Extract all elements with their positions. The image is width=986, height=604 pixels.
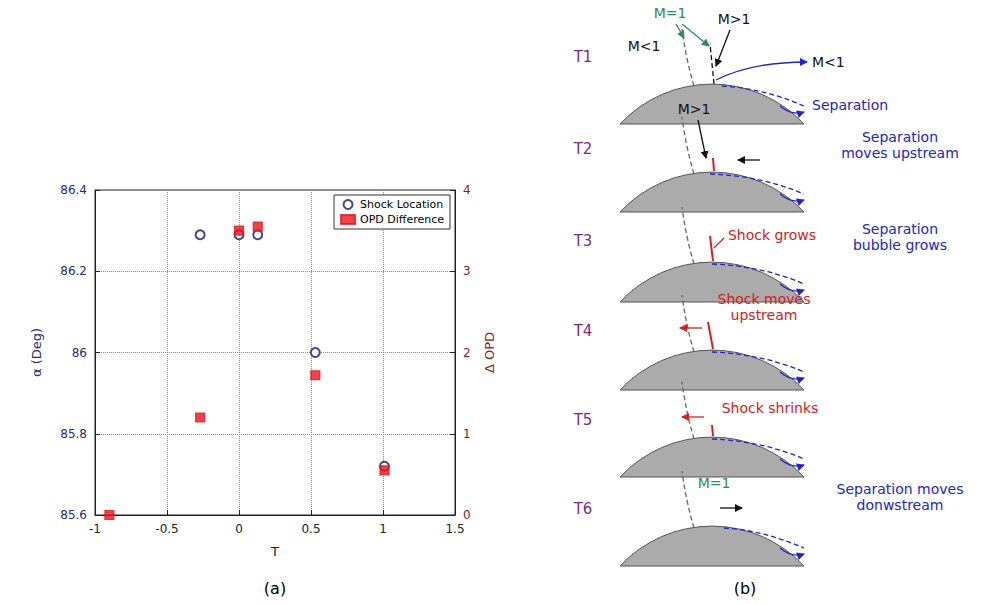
svg-text:M=1: M=1 <box>698 475 731 491</box>
svg-text:T6: T6 <box>573 500 593 518</box>
svg-text:86.2: 86.2 <box>60 264 87 278</box>
svg-text:-1: -1 <box>89 522 101 536</box>
svg-text:Separation: Separation <box>862 221 938 237</box>
svg-text:-0.5: -0.5 <box>155 522 178 536</box>
svg-text:Δ OPD: Δ OPD <box>482 332 497 373</box>
svg-text:M=1: M=1 <box>654 5 687 21</box>
svg-text:Separation moves: Separation moves <box>837 481 964 497</box>
svg-text:upstream: upstream <box>731 307 798 323</box>
svg-text:T: T <box>270 544 279 559</box>
svg-text:0: 0 <box>463 508 471 522</box>
svg-text:85.8: 85.8 <box>60 427 87 441</box>
svg-text:3: 3 <box>463 264 471 278</box>
svg-text:Separation: Separation <box>862 129 938 145</box>
svg-text:M>1: M>1 <box>678 101 711 117</box>
svg-text:1: 1 <box>379 522 387 536</box>
svg-text:T3: T3 <box>573 232 593 250</box>
svg-text:M<1: M<1 <box>812 54 845 70</box>
svg-text:Shock Location: Shock Location <box>360 198 443 211</box>
svg-text:OPD Difference: OPD Difference <box>360 213 444 226</box>
svg-text:2: 2 <box>463 346 471 360</box>
svg-text:Shock moves: Shock moves <box>718 291 811 307</box>
svg-text:Shock shrinks: Shock shrinks <box>722 400 819 416</box>
svg-text:T4: T4 <box>573 322 593 340</box>
svg-text:moves upstream: moves upstream <box>841 145 959 161</box>
svg-text:donwstream: donwstream <box>857 497 944 513</box>
svg-text:T5: T5 <box>573 411 593 429</box>
svg-text:T2: T2 <box>573 140 593 158</box>
svg-text:α (Deg): α (Deg) <box>29 328 44 377</box>
svg-text:0.5: 0.5 <box>301 522 320 536</box>
svg-text:86.4: 86.4 <box>60 183 87 197</box>
svg-text:Separation: Separation <box>812 97 888 113</box>
svg-text:(b): (b) <box>734 579 757 598</box>
svg-text:85.6: 85.6 <box>60 508 87 522</box>
svg-text:T1: T1 <box>573 48 593 66</box>
svg-text:bubble grows: bubble grows <box>853 237 947 253</box>
svg-text:M<1: M<1 <box>628 38 661 54</box>
svg-text:1.5: 1.5 <box>445 522 464 536</box>
svg-text:4: 4 <box>463 183 471 197</box>
svg-text:1: 1 <box>463 427 471 441</box>
svg-text:M>1: M>1 <box>718 11 751 27</box>
svg-text:(a): (a) <box>264 579 286 598</box>
svg-text:Shock grows: Shock grows <box>728 227 816 243</box>
svg-text:86: 86 <box>72 346 87 360</box>
svg-text:0: 0 <box>235 522 243 536</box>
